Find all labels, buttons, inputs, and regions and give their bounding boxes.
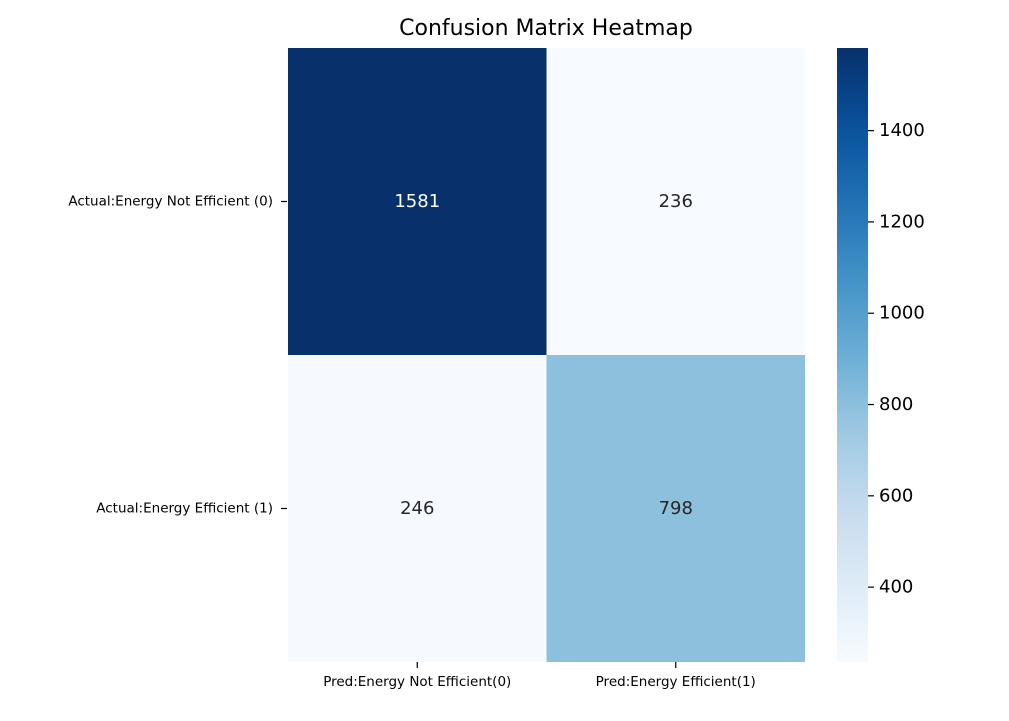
colorbar-gradient [837, 48, 868, 662]
colorbar-tick-label: 1000 [879, 303, 925, 324]
heatmap-cell [288, 48, 547, 355]
colorbar-tick-label: 400 [879, 577, 913, 598]
heatmap-cell-labels: 1581 236 246 798 [394, 191, 693, 519]
heatmap-cell [546, 355, 805, 662]
y-tick-label: Actual:Energy Not Efficient (0) [68, 194, 273, 210]
colorbar-tick-label: 600 [879, 485, 913, 506]
heatmap-cells [288, 48, 805, 662]
heatmap-cell-value: 236 [659, 191, 693, 212]
colorbar-tick-label: 1200 [879, 211, 925, 232]
colorbar-tick-label: 800 [879, 394, 913, 415]
x-tick-label: Pred:Energy Efficient(1) [596, 674, 756, 690]
chart-title: Confusion Matrix Heatmap [399, 16, 693, 41]
heatmap-cell-value: 246 [400, 498, 434, 519]
heatmap-cell-value: 798 [659, 498, 693, 519]
heatmap-cell-value: 1581 [394, 191, 440, 212]
colorbar: 400 600 800 1000 1200 1400 [837, 48, 925, 662]
colorbar-tick-label: 1400 [879, 120, 925, 141]
x-tick-label: Pred:Energy Not Efficient(0) [323, 674, 511, 690]
x-axis-ticks: Pred:Energy Not Efficient(0) Pred:Energy … [323, 662, 756, 690]
y-axis-ticks: Actual:Energy Not Efficient (0) Actual:En… [68, 194, 287, 517]
heatmap-cell [288, 355, 547, 662]
heatmap-cell [546, 48, 805, 355]
y-tick-label: Actual:Energy Efficient (1) [96, 501, 273, 517]
